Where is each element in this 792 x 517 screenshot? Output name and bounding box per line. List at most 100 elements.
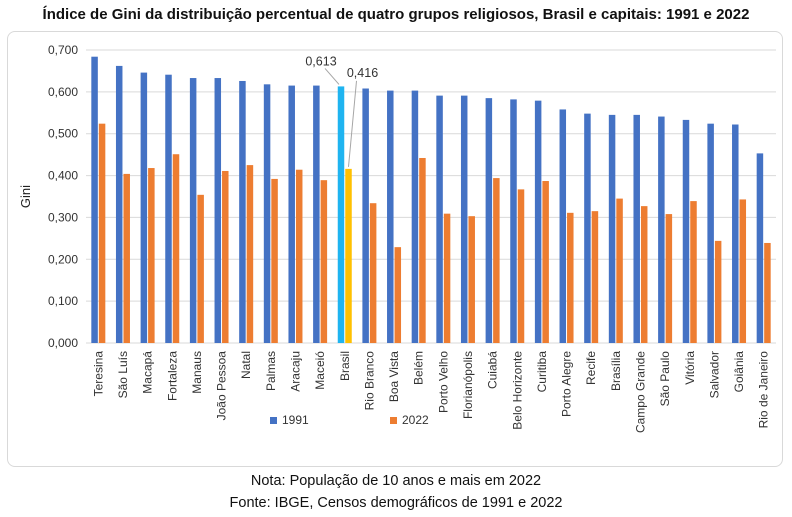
bar-1991: [214, 78, 222, 343]
x-category-label: Salvador: [707, 351, 721, 398]
bar-1991: [608, 114, 616, 343]
bar-2022: [345, 168, 352, 343]
bar-2022: [665, 214, 673, 343]
bar-1991: [140, 72, 148, 344]
bar-1991: [362, 88, 369, 343]
bar-2022: [567, 212, 574, 343]
bar-1991: [658, 116, 665, 343]
bar-1991: [436, 95, 443, 343]
bar-2022: [493, 178, 500, 343]
leader-line: [324, 68, 340, 85]
bar-2022: [271, 178, 278, 343]
bar-1991: [485, 98, 493, 343]
bar-1991: [387, 90, 394, 343]
bar-2022: [197, 194, 204, 343]
y-tick-label: 0,000: [48, 336, 78, 350]
bar-1991: [584, 113, 591, 343]
bar-2022: [739, 199, 747, 343]
x-category-label: Brasil: [338, 351, 352, 381]
legend-label-2022: 2022: [402, 413, 429, 427]
chart-source: Fonte: IBGE, Censos demográficos de 1991…: [229, 495, 563, 511]
bar-2022: [591, 211, 599, 343]
chart-note: Nota: População de 10 anos e mais em 202…: [250, 473, 542, 489]
bar-2022: [517, 189, 525, 343]
bar-1991: [633, 114, 640, 343]
y-tick-label: 0,300: [48, 210, 78, 224]
bar-2022: [172, 154, 180, 343]
x-category-label: Belo Horizonte: [510, 351, 524, 430]
x-category-label: Porto Alegre: [560, 351, 574, 417]
legend-swatch-1991: [270, 417, 277, 424]
bar-1991: [460, 95, 468, 343]
bar-1991: [189, 78, 197, 343]
x-category-label: Campo Grande: [633, 351, 647, 433]
x-category-label: Palmas: [264, 351, 278, 391]
bar-2022: [222, 170, 229, 343]
x-category-label: Belém: [412, 351, 426, 385]
x-category-label: Vitória: [683, 351, 697, 385]
legend-label-1991: 1991: [282, 413, 309, 427]
x-category-label: Curitiba: [535, 351, 549, 393]
leader-line: [348, 80, 357, 167]
x-category-label: Florianópolis: [461, 351, 475, 419]
bar-2022: [690, 201, 697, 343]
x-category-label: Maceió: [313, 351, 327, 390]
data-label: 0,613: [305, 54, 336, 68]
bar-2022: [714, 240, 722, 343]
x-category-label: Goiânia: [732, 351, 746, 393]
bar-1991: [559, 109, 567, 344]
chart-svg: 0,000 0,100 0,200 0,300 0,400 0,500 0,600 0,700…: [18, 43, 776, 433]
chart-title: Índice de Gini da distribuição percentua…: [42, 6, 750, 23]
bar-1991: [707, 123, 714, 343]
x-category-label: São Luís: [116, 351, 130, 398]
bar-2022: [640, 206, 648, 343]
bar-2022: [98, 123, 106, 343]
x-category-label: Boa Vista: [387, 351, 401, 402]
y-tick-label: 0,400: [48, 169, 78, 183]
chart-area: 0,000 0,100 0,200 0,300 0,400 0,500 0,600 0,700…: [7, 31, 783, 467]
bar-1991: [337, 86, 345, 343]
bar-2022: [468, 216, 475, 343]
x-category-label: Brasília: [609, 351, 623, 391]
bar-2022: [616, 198, 623, 343]
x-category-label: São Paulo: [658, 351, 672, 407]
bar-2022: [246, 165, 254, 343]
bar-2022: [394, 247, 402, 343]
x-category-label: Recife: [584, 351, 598, 385]
bar-2022: [443, 213, 451, 343]
x-category-label: Cuiabá: [486, 351, 500, 389]
x-category-label: Rio de Janeiro: [757, 351, 771, 429]
bar-2022: [295, 169, 303, 343]
y-tick-label: 0,600: [48, 85, 78, 99]
bar-1991: [756, 153, 764, 343]
bar-1991: [411, 90, 419, 343]
bar-1991: [239, 80, 246, 343]
legend-swatch-2022: [390, 417, 397, 424]
x-category-label: Fortaleza: [165, 351, 179, 401]
y-axis-title: Gini: [18, 185, 33, 208]
bar-2022: [123, 173, 130, 343]
x-category-label: Teresina: [91, 351, 105, 397]
x-category-label: Porto Velho: [436, 351, 450, 413]
bar-1991: [263, 84, 271, 343]
y-tick-label: 0,100: [48, 294, 78, 308]
x-category-label: Macapá: [141, 351, 155, 394]
bar-1991: [313, 85, 320, 344]
bar-1991: [115, 65, 123, 344]
bar-1991: [510, 99, 517, 344]
bar-2022: [148, 168, 155, 343]
bar-2022: [764, 242, 771, 343]
bar-2022: [542, 181, 549, 343]
x-category-label: João Pessoa: [215, 351, 229, 421]
bar-1991: [534, 100, 542, 343]
bar-1991: [288, 85, 295, 344]
bar-2022: [419, 157, 426, 343]
bar-1991: [732, 124, 739, 344]
x-category-label: Rio Branco: [362, 351, 376, 411]
y-tick-label: 0,700: [48, 43, 78, 57]
bar-2022: [369, 203, 377, 343]
bar-2022: [320, 180, 328, 343]
bar-1991: [682, 119, 690, 343]
data-label: 0,416: [347, 66, 378, 80]
x-category-label: Aracaju: [288, 351, 302, 392]
